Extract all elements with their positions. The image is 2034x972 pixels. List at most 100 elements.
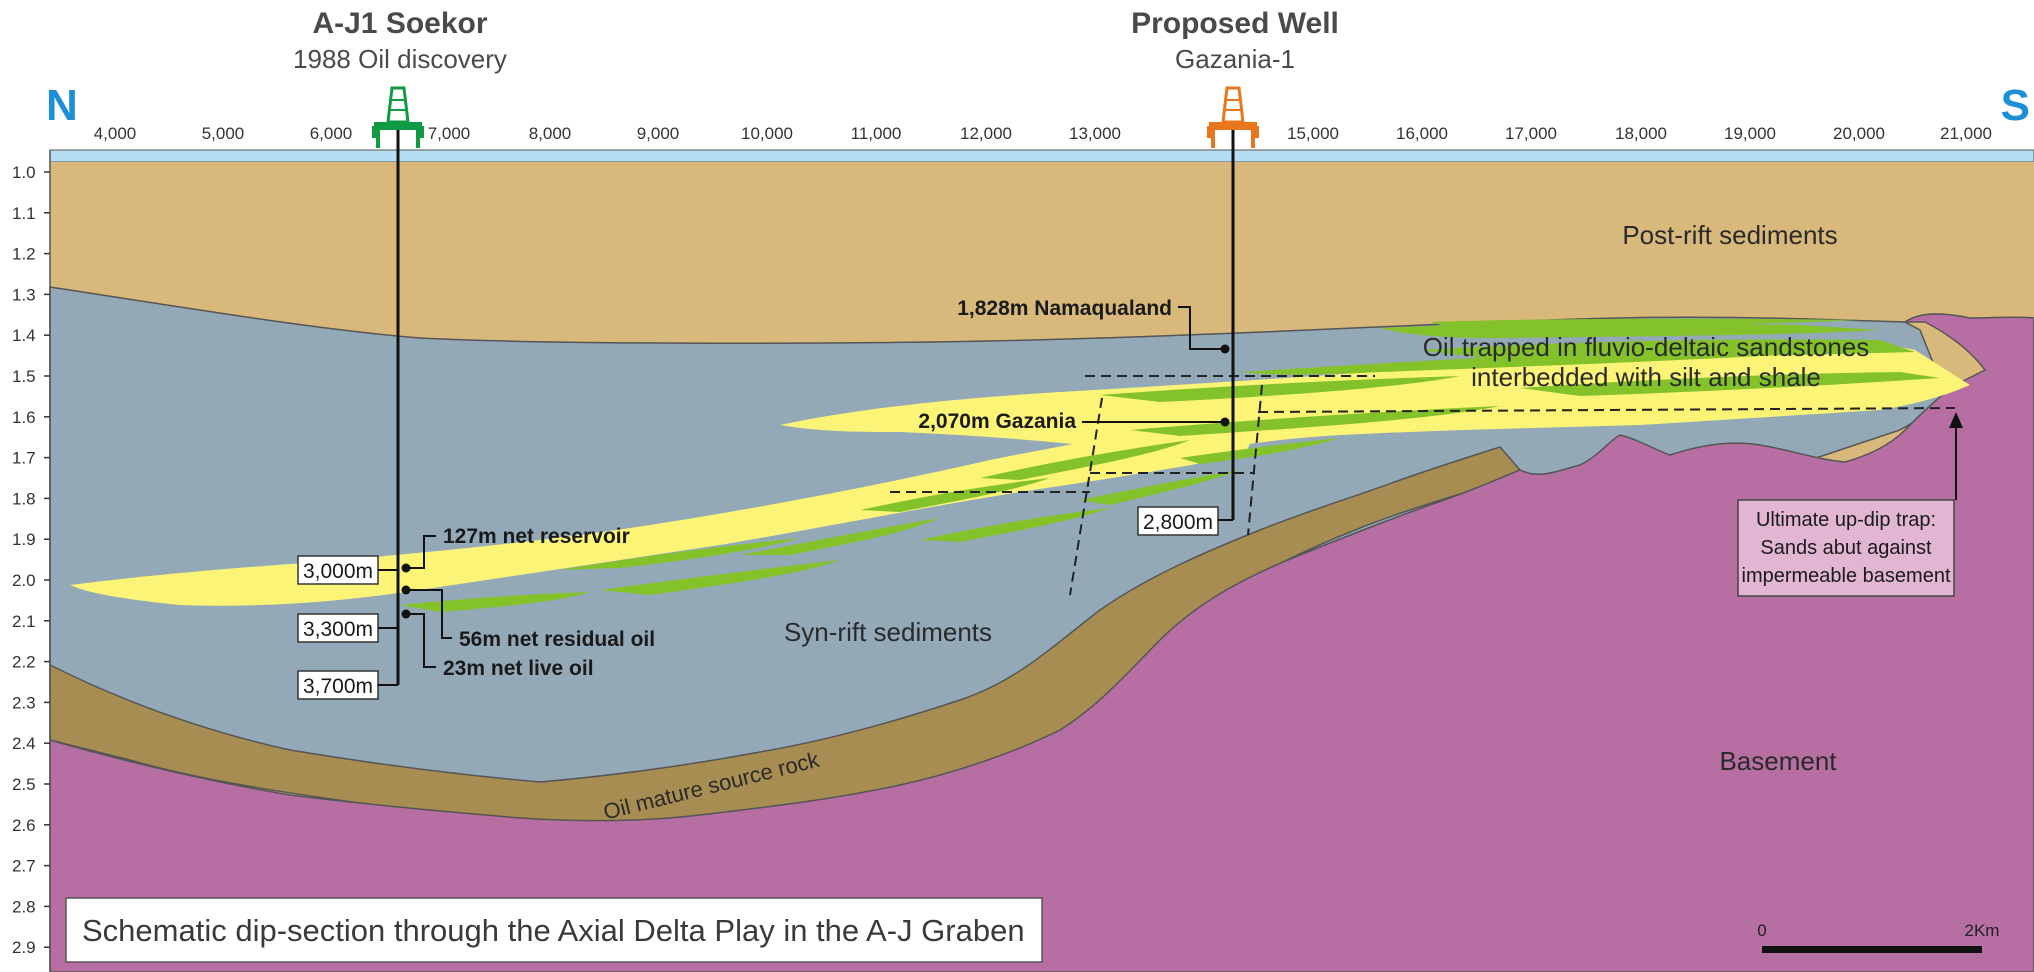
well-gazania-title: Proposed Well	[1131, 7, 1339, 40]
scale-bar	[1762, 946, 1982, 953]
x-tick-label: 20,000	[1833, 124, 1885, 143]
y-tick-label: 1.8	[12, 489, 36, 508]
post-rift-label: Post-rift sediments	[1622, 220, 1837, 250]
oil-stripe	[400, 592, 590, 612]
y-tick-label: 1.0	[12, 163, 36, 182]
x-tick-label: 18,000	[1615, 124, 1667, 143]
oil-stripe	[980, 440, 1190, 480]
well-a-j1-subtitle: 1988 Oil discovery	[293, 44, 507, 74]
y-tick-label: 1.1	[12, 204, 36, 223]
fault-line	[1247, 384, 1263, 536]
td-proposed-label: 2,800m	[1143, 511, 1213, 534]
x-axis: 4,000 5,000 6,000 7,000 8,000 9,000 10,000 11,0…	[94, 124, 1992, 143]
caption-box	[65, 897, 1043, 963]
x-tick-label: 8,000	[529, 124, 572, 143]
net-reservoir-label: 127m net reservoir	[443, 525, 630, 548]
oil-stripe	[1100, 376, 1460, 402]
callout-line-3: impermeable basement	[1742, 565, 1951, 587]
td-proposed-box	[1137, 506, 1219, 536]
namaqualand-leader	[1178, 306, 1225, 350]
oil-trapped-label-1: Oil trapped in fluvio-deltaic sandstones	[1423, 332, 1870, 362]
y-tick-label: 2.7	[12, 857, 36, 876]
y-tick-label: 1.3	[12, 285, 36, 304]
north-label: N	[46, 81, 78, 130]
y-tick-label: 2.1	[12, 612, 36, 631]
well-gazania-subtitle: Gazania-1	[1175, 44, 1295, 74]
live-oil-marker	[401, 609, 411, 619]
namaqualand-marker	[1220, 344, 1230, 354]
basement-layer	[49, 313, 2034, 972]
x-tick-label: 15,000	[1287, 124, 1339, 143]
rig-icon-a-j1	[372, 86, 424, 148]
oil-stripe	[1430, 318, 1860, 330]
y-tick-label: 1.2	[12, 245, 36, 264]
x-tick-label: 17,000	[1505, 124, 1557, 143]
y-tick-label: 2.4	[12, 734, 36, 753]
net-reservoir-leader	[406, 535, 436, 569]
x-tick-label: 13,000	[1069, 124, 1121, 143]
namaqualand-label: 1,828m Namaqualand	[957, 297, 1172, 320]
basement-label: Basement	[1719, 746, 1837, 776]
sea-water-layer	[49, 149, 2034, 163]
y-tick-label: 1.6	[12, 408, 36, 427]
x-tick-label: 16,000	[1396, 124, 1448, 143]
y-tick-label: 2.9	[12, 938, 36, 957]
oil-stripe	[1420, 339, 1915, 360]
oil-stripe	[600, 560, 840, 595]
oil-stripe	[1180, 438, 1340, 464]
x-tick-label: 5,000	[202, 124, 245, 143]
x-tick-label: 4,000	[94, 124, 137, 143]
depth-3700-box	[297, 670, 379, 700]
residual-oil-marker	[401, 585, 411, 595]
y-tick-label: 2.3	[12, 693, 36, 712]
oil-stripe	[860, 478, 1050, 512]
syn-rift-label: Syn-rift sediments	[784, 617, 992, 647]
x-tick-label: 12,000	[960, 124, 1012, 143]
y-axis: 1.0 1.1 1.2 1.3 1.4 1.5 1.6 1.7 1.8 1.9 2.0 2.1 2.2 2…	[12, 163, 50, 957]
live-oil-leader	[406, 613, 436, 668]
depth-3300-label: 3,300m	[303, 618, 373, 641]
y-tick-label: 1.5	[12, 367, 36, 386]
live-oil-label: 23m net live oil	[443, 657, 594, 680]
y-tick-label: 2.2	[12, 653, 36, 672]
callout-line-1: Ultimate up-dip trap:	[1756, 509, 1936, 531]
depth-3300-box	[297, 613, 379, 643]
callout-box	[1737, 499, 1955, 597]
x-tick-label: 11,000	[851, 124, 902, 143]
rig-icon-gazania	[1207, 86, 1259, 148]
residual-oil-label: 56m net residual oil	[459, 628, 655, 651]
oil-stripe	[1520, 372, 1940, 396]
scale-bar-end: 2Km	[1965, 921, 2000, 940]
x-tick-label: 9,000	[637, 124, 680, 143]
callout-line-2: Sands abut against	[1760, 537, 1932, 559]
y-tick-label: 2.5	[12, 775, 36, 794]
oil-stripe	[1130, 406, 1500, 436]
x-tick-label: 7,000	[428, 124, 471, 143]
gazania-label: 2,070m Gazania	[918, 410, 1076, 433]
sand-body-upper	[780, 343, 1970, 468]
oil-stripe	[740, 518, 940, 555]
y-tick-label: 2.6	[12, 816, 36, 835]
south-label: S	[2001, 81, 2030, 130]
well-a-j1-title: A-J1 Soekor	[312, 7, 487, 40]
depth-3700-label: 3,700m	[303, 675, 373, 698]
callout-arrow-head	[1949, 412, 1963, 428]
fault-line	[1069, 397, 1103, 596]
residual-oil-leader	[406, 589, 452, 639]
net-reservoir-marker	[401, 563, 411, 573]
y-tick-label: 2.0	[12, 571, 36, 590]
oil-stripe	[920, 508, 1110, 542]
oil-trapped-label-2: interbedded with silt and shale	[1471, 362, 1821, 392]
scale-bar-start: 0	[1757, 921, 1766, 940]
depth-3000-label: 3,000m	[303, 560, 373, 583]
gazania-marker	[1220, 417, 1230, 427]
oil-stripe	[560, 538, 800, 570]
x-tick-label: 10,000	[741, 124, 793, 143]
x-tick-label: 21,000	[1940, 124, 1992, 143]
y-tick-label: 1.4	[12, 326, 36, 345]
caption-text: Schematic dip-section through the Axial …	[82, 913, 1025, 948]
depth-3000-box	[297, 555, 379, 585]
y-tick-label: 1.7	[12, 449, 36, 468]
x-tick-label: 19,000	[1724, 124, 1776, 143]
